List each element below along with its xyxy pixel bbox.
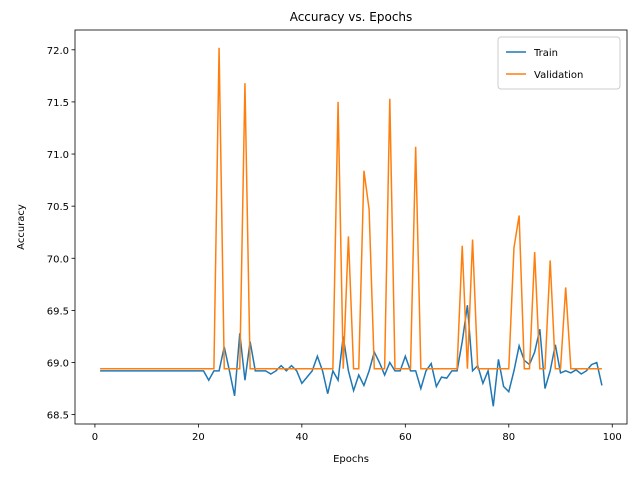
y-axis-label: Accuracy	[16, 204, 27, 250]
x-tick-label: 40	[295, 432, 308, 443]
chart-title: Accuracy vs. Epochs	[290, 10, 413, 24]
x-tick-label: 20	[192, 432, 205, 443]
y-tick-label: 69.0	[47, 359, 69, 370]
line-series	[100, 47, 602, 370]
x-tick-label: 80	[502, 432, 515, 443]
legend-label: Train	[533, 48, 558, 59]
line-series	[100, 305, 603, 407]
y-tick-label: 72.0	[47, 46, 69, 57]
y-tick-label: 70.0	[47, 254, 69, 265]
legend-label: Validation	[534, 70, 583, 81]
y-tick-label: 70.5	[47, 202, 69, 213]
x-axis-label: Epochs	[333, 454, 369, 465]
x-tick-label: 60	[399, 432, 412, 443]
x-tick-label: 0	[92, 432, 98, 443]
y-tick-label: 69.5	[47, 306, 69, 317]
y-tick-label: 68.5	[47, 411, 69, 422]
legend-box	[497, 36, 621, 90]
y-tick-label: 71.0	[47, 150, 69, 161]
y-tick-label: 71.5	[47, 98, 69, 109]
axes-frame	[74, 29, 628, 425]
x-tick-label: 100	[603, 432, 622, 443]
